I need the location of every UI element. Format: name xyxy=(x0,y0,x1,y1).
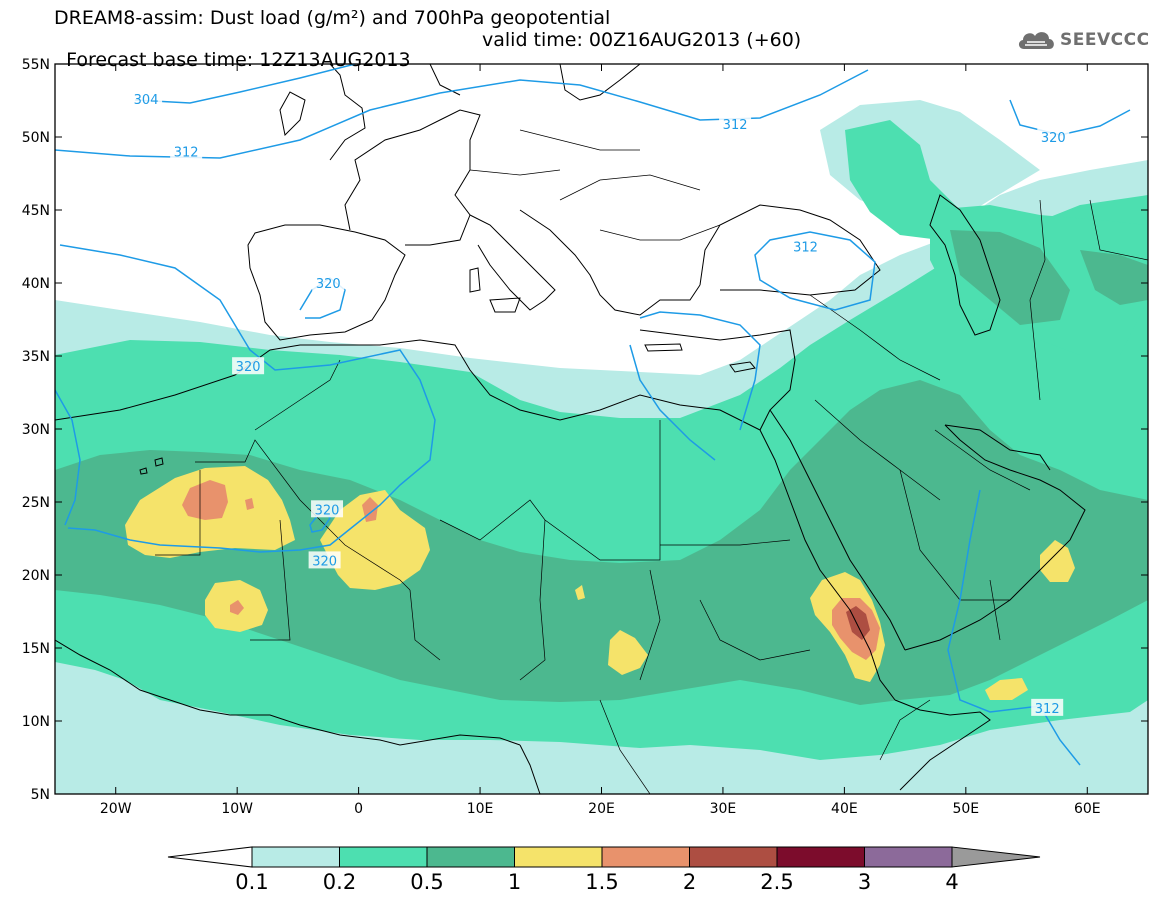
colorbar-label: 1.5 xyxy=(585,870,618,894)
contour-label: 312 xyxy=(174,146,199,161)
contour-label: 312 xyxy=(723,118,748,133)
contour-label-bg xyxy=(719,114,752,132)
contour-label: 320 xyxy=(312,554,337,569)
title-line-1: DREAM8-assim: Dust load (g/m²) and 700hP… xyxy=(54,7,611,29)
valid-time: valid time: 00Z16AUG2013 (+60) xyxy=(482,29,802,51)
colorbar-label: 0.2 xyxy=(323,870,356,894)
latitude-axis: 55N 50N 45N 40N 35N 30N 25N 20N 15N 10N 5N xyxy=(22,57,1148,803)
lat-label: 25N xyxy=(22,495,50,511)
contour-label-bg xyxy=(1031,698,1064,716)
contour-label-bg xyxy=(232,357,265,375)
lat-label: 45N xyxy=(22,203,50,219)
lat-label: 50N xyxy=(22,130,50,146)
colorbar-label: 0.1 xyxy=(235,870,268,894)
contour-label-bg xyxy=(1037,128,1070,145)
base-time: Forecast base time: 12Z13AUG2013 xyxy=(66,49,411,71)
contour-label: 320 xyxy=(316,277,341,292)
lon-label: 20E xyxy=(588,801,615,817)
coastlines xyxy=(55,64,1086,794)
colorbar-label: 0.5 xyxy=(410,870,443,894)
colorbar-label: 2 xyxy=(683,870,696,894)
contour-labels: 304 312 312 320 312 320 320 320 320 312 xyxy=(130,90,1070,717)
lat-label: 15N xyxy=(22,641,50,657)
contour-label: 320 xyxy=(315,503,340,518)
contour-label-bg xyxy=(130,90,163,108)
colorbar-swatch xyxy=(251,846,340,868)
contour-label: 320 xyxy=(236,360,261,375)
lon-label: 60E xyxy=(1074,801,1101,817)
colorbar-swatch xyxy=(426,846,515,868)
colorbar-swatch xyxy=(601,846,690,868)
lat-label: 30N xyxy=(22,422,50,438)
title-line-2: Forecast base time: 12Z13AUG2013 valid t… xyxy=(54,30,801,90)
contour-label-bg xyxy=(170,142,203,160)
contour-label: 320 xyxy=(1041,131,1066,146)
lon-label: 0 xyxy=(354,801,363,817)
lat-label: 5N xyxy=(31,787,50,803)
lat-label: 20N xyxy=(22,568,50,584)
lat-label: 10N xyxy=(22,714,50,730)
contour-label-bg xyxy=(789,237,822,255)
colorbar-label: 2.5 xyxy=(760,870,793,894)
lon-label: 50E xyxy=(952,801,979,817)
geopotential-contours xyxy=(55,64,1131,766)
lon-label: 10E xyxy=(467,801,494,817)
contour-label-bg xyxy=(312,274,345,291)
seevccc-logo: SEEVCCC xyxy=(1016,26,1150,54)
colorbar-swatch xyxy=(864,846,953,868)
lat-label: 55N xyxy=(22,57,50,73)
lon-label: 20W xyxy=(100,801,132,817)
logo-text: SEEVCCC xyxy=(1060,30,1150,50)
lat-label: 40N xyxy=(22,276,50,292)
contour-label-bg xyxy=(308,551,341,569)
contour-label: 304 xyxy=(134,93,159,108)
colorbar-label: 1 xyxy=(508,870,521,894)
colorbar: 0.1 0.2 0.5 1 1.5 2 2.5 3 4 xyxy=(167,846,1041,894)
colorbar-label: 4 xyxy=(945,870,958,894)
lon-label: 30E xyxy=(710,801,737,817)
colorbar-swatch xyxy=(339,846,428,868)
colorbar-label: 3 xyxy=(858,870,871,894)
colorbar-swatch xyxy=(689,846,778,868)
cloud-icon xyxy=(1018,32,1054,49)
colorbar-swatch xyxy=(514,846,603,868)
contour-label: 312 xyxy=(793,241,818,256)
contour-label-bg xyxy=(311,500,344,518)
dust-load-field xyxy=(55,100,1148,794)
longitude-axis: 20W 10W 0 10E 20E 30E 40E 50E 60E xyxy=(100,64,1101,817)
lat-label: 35N xyxy=(22,349,50,365)
colorbar-over-arrow xyxy=(951,846,1041,868)
country-borders xyxy=(155,129,1148,794)
contour-label: 312 xyxy=(1035,702,1060,717)
lon-label: 40E xyxy=(831,801,858,817)
colorbar-swatch xyxy=(776,846,865,868)
lon-label: 10W xyxy=(221,801,253,817)
colorbar-under-arrow xyxy=(167,846,253,868)
